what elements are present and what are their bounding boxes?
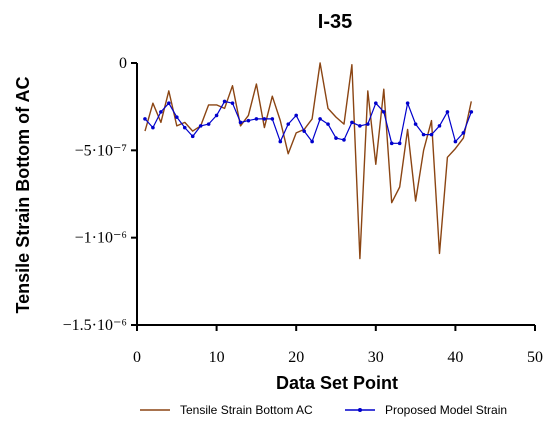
legend-label: Proposed Model Strain bbox=[385, 403, 507, 417]
data-point bbox=[254, 117, 259, 121]
series-line-1 bbox=[144, 62, 472, 260]
data-point bbox=[198, 124, 203, 128]
data-point bbox=[374, 101, 378, 105]
data-point bbox=[461, 131, 466, 135]
data-point bbox=[350, 120, 354, 125]
data-point bbox=[469, 110, 474, 114]
data-point bbox=[342, 138, 346, 142]
data-point bbox=[358, 124, 362, 128]
x-tick-label: 50 bbox=[527, 349, 543, 366]
data-point bbox=[421, 132, 426, 137]
series-line-2 bbox=[144, 100, 472, 144]
data-point bbox=[190, 134, 195, 139]
x-tick-label: 40 bbox=[447, 349, 463, 366]
y-axis-label: Tensile Strain Bottom of AC bbox=[13, 76, 33, 313]
data-point bbox=[310, 139, 314, 144]
data-point bbox=[405, 101, 410, 105]
data-point bbox=[151, 125, 155, 130]
data-point bbox=[445, 110, 450, 114]
data-point bbox=[389, 141, 394, 146]
data-point bbox=[270, 117, 275, 121]
x-axis-label: Data Set Point bbox=[276, 373, 398, 393]
data-point bbox=[278, 139, 283, 144]
data-point bbox=[246, 118, 251, 123]
y-tick-label: −1·10⁻⁶ bbox=[75, 230, 127, 247]
y-tick-label: 0 bbox=[119, 55, 127, 72]
data-point bbox=[437, 124, 442, 128]
y-tick-label: −5·10⁻⁷ bbox=[75, 142, 127, 159]
data-point bbox=[167, 101, 171, 105]
data-point bbox=[214, 113, 219, 118]
data-point bbox=[175, 115, 179, 119]
data-point bbox=[286, 122, 291, 126]
data-point bbox=[294, 113, 299, 118]
data-point bbox=[143, 117, 147, 121]
data-point bbox=[182, 125, 187, 130]
plot-area: 0 10 20 30 40 50 0 −5·10⁻⁷ −1·10⁻⁶ −1.5·10⁻⁶ bbox=[63, 55, 543, 366]
legend: Tensile Strain Bottom AC Proposed Model S… bbox=[140, 403, 507, 417]
data-point bbox=[397, 141, 402, 146]
data-point bbox=[334, 136, 338, 140]
data-point bbox=[262, 117, 267, 121]
x-tick-label: 0 bbox=[133, 349, 141, 366]
data-point bbox=[222, 99, 227, 104]
x-tick-label: 30 bbox=[368, 349, 384, 366]
y-tick-label: −1.5·10⁻⁶ bbox=[63, 317, 127, 334]
data-point bbox=[238, 120, 243, 125]
data-point bbox=[302, 129, 306, 133]
x-tick-label: 20 bbox=[288, 349, 304, 366]
legend-marker bbox=[358, 408, 362, 412]
data-point bbox=[159, 110, 163, 114]
x-tick-label: 10 bbox=[209, 349, 225, 366]
data-point bbox=[230, 101, 235, 105]
data-point bbox=[381, 110, 386, 114]
data-point bbox=[206, 122, 211, 126]
data-point bbox=[453, 139, 458, 144]
chart-title: I-35 bbox=[318, 11, 352, 33]
data-point bbox=[318, 117, 322, 121]
legend-label: Tensile Strain Bottom AC bbox=[180, 403, 313, 417]
data-point bbox=[366, 122, 370, 126]
data-point bbox=[429, 132, 434, 137]
data-point bbox=[326, 122, 330, 126]
data-point bbox=[413, 122, 418, 126]
